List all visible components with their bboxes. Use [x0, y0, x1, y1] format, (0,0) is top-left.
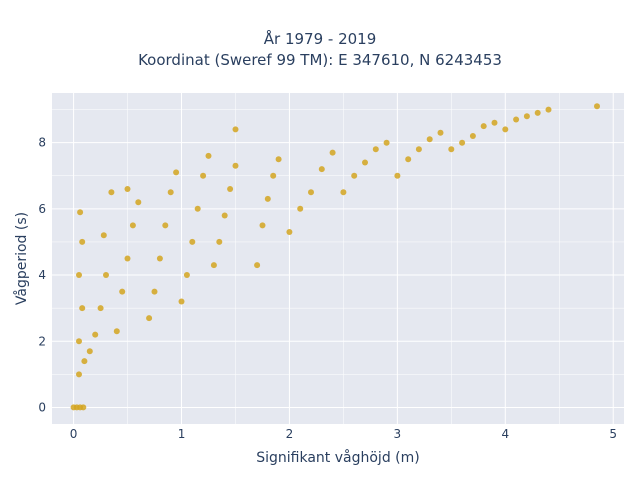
data-point	[80, 404, 87, 411]
data-point	[183, 272, 190, 278]
y-tick-label: 8	[38, 136, 46, 150]
data-point	[189, 238, 196, 245]
data-point	[108, 189, 115, 196]
grid-lines	[52, 93, 624, 424]
data-point	[135, 199, 142, 206]
data-point	[92, 331, 99, 338]
y-tick-labels: 0 2 4 6 8	[38, 136, 46, 415]
data-point	[405, 156, 412, 163]
y-tick-label: 2	[38, 334, 46, 348]
y-axis-title: Vågperiod (s)	[13, 212, 30, 305]
data-point	[232, 162, 239, 169]
y-tick-label: 6	[38, 202, 46, 216]
data-point	[469, 133, 476, 139]
data-point	[76, 272, 82, 278]
data-point	[79, 305, 86, 312]
data-point	[76, 338, 82, 345]
data-point	[79, 238, 86, 245]
data-point	[146, 315, 153, 322]
data-point	[210, 262, 217, 269]
data-point	[259, 222, 266, 229]
data-point	[297, 205, 304, 212]
data-point	[221, 212, 228, 219]
data-point	[459, 139, 466, 146]
data-point	[480, 123, 487, 130]
data-point	[523, 113, 530, 120]
data-point	[329, 149, 336, 156]
data-point	[275, 156, 282, 163]
data-point	[264, 195, 271, 202]
data-point	[81, 358, 88, 365]
x-tick-label: 3	[394, 427, 402, 441]
data-point	[351, 172, 358, 179]
x-tick-label: 4	[501, 427, 509, 441]
data-point	[372, 146, 379, 153]
x-axis-title: Signifikant våghöjd (m)	[256, 449, 419, 466]
data-point	[76, 371, 82, 378]
x-tick-labels: 0 1 2 3 4 5	[70, 427, 617, 441]
data-point	[362, 159, 368, 166]
data-point	[103, 272, 109, 278]
x-tick-label: 2	[286, 427, 294, 441]
chart-subtitle: Koordinat (Sweref 99 TM): E 347610, N 62…	[138, 51, 502, 69]
data-point	[167, 189, 174, 196]
data-point	[113, 328, 120, 335]
data-point	[100, 232, 107, 239]
x-tick-label: 0	[70, 427, 78, 441]
data-point	[227, 186, 234, 192]
data-point	[97, 305, 104, 312]
data-point	[124, 255, 131, 262]
x-tick-label: 5	[609, 427, 617, 441]
data-point	[173, 169, 180, 176]
data-point	[502, 126, 509, 133]
data-point	[491, 119, 498, 126]
data-point	[270, 172, 277, 179]
data-point	[194, 205, 201, 212]
data-point	[415, 146, 422, 153]
data-point	[156, 255, 163, 262]
data-point	[200, 172, 207, 179]
data-point	[437, 129, 444, 136]
data-point	[232, 126, 239, 133]
data-point	[86, 348, 93, 355]
data-point	[77, 209, 84, 216]
data-point	[124, 186, 131, 192]
data-point	[513, 116, 520, 123]
data-point	[162, 222, 169, 229]
data-point	[448, 146, 455, 153]
data-point	[534, 109, 541, 116]
data-point	[594, 103, 600, 110]
data-point	[286, 229, 293, 235]
data-point	[254, 262, 261, 269]
y-tick-label: 4	[38, 268, 46, 282]
data-point	[340, 189, 347, 196]
chart-title: År 1979 - 2019	[263, 30, 377, 48]
data-point	[383, 139, 390, 146]
x-tick-label: 1	[178, 427, 186, 441]
data-point	[151, 288, 158, 295]
plot-area	[52, 93, 624, 424]
data-point	[119, 288, 126, 295]
y-tick-label: 0	[38, 400, 46, 414]
data-point	[426, 136, 433, 143]
data-point	[308, 189, 314, 196]
data-point	[318, 166, 325, 173]
data-point	[129, 222, 136, 229]
data-point	[394, 172, 401, 179]
data-point	[545, 106, 552, 113]
data-point	[178, 298, 185, 305]
data-points	[70, 103, 600, 411]
data-point	[205, 152, 212, 159]
data-point	[216, 238, 223, 245]
